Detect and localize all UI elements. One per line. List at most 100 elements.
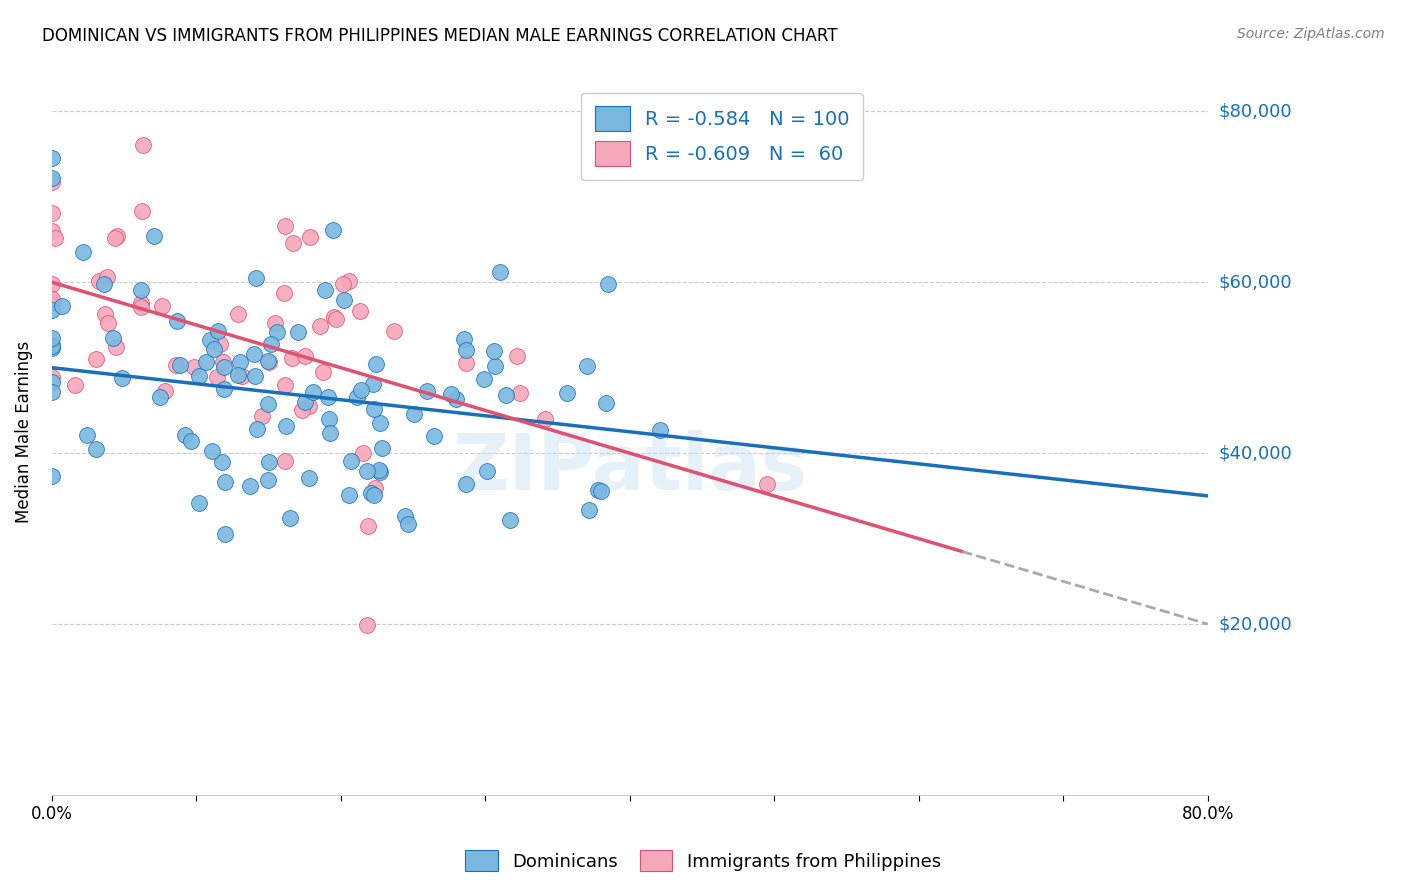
Point (129, 300, 152, 314)
Point (208, 336, 231, 351)
Point (93, 277, 115, 292)
Point (41, 370, 63, 384)
Point (166, 314, 188, 328)
Point (576, 359, 599, 374)
Point (366, 357, 388, 371)
Point (333, 293, 356, 307)
Point (509, 386, 531, 401)
Point (76, 427, 98, 442)
Point (322, 310, 344, 325)
Legend: Dominicans, Immigrants from Philippines: Dominicans, Immigrants from Philippines (458, 843, 948, 879)
Point (273, 286, 295, 301)
Point (150, 299, 173, 313)
Point (41, 292, 63, 306)
Point (489, 264, 512, 278)
Point (368, 416, 391, 430)
Point (756, 476, 779, 491)
Point (201, 443, 224, 458)
Point (41, 331, 63, 345)
Point (245, 271, 267, 285)
Point (311, 365, 333, 379)
Point (41, 171, 63, 186)
Point (129, 283, 152, 297)
Point (337, 488, 360, 502)
Point (166, 358, 188, 372)
Point (363, 488, 385, 502)
Point (416, 384, 439, 399)
Point (41, 302, 63, 317)
Point (456, 343, 478, 357)
Point (346, 390, 368, 404)
Text: ZIPatlas: ZIPatlas (453, 430, 807, 506)
Point (280, 351, 302, 365)
Point (298, 229, 321, 244)
Point (364, 481, 387, 495)
Point (456, 477, 478, 491)
Point (371, 441, 394, 455)
Point (259, 455, 281, 469)
Point (246, 422, 269, 436)
Point (214, 475, 236, 489)
Point (41, 341, 63, 355)
Point (595, 396, 617, 410)
Point (340, 454, 363, 468)
Point (298, 471, 321, 485)
Point (332, 277, 354, 291)
Point (256, 473, 278, 487)
Point (357, 519, 380, 533)
Point (187, 496, 209, 510)
Point (207, 369, 229, 384)
Point (444, 392, 467, 406)
Point (212, 359, 235, 374)
Point (578, 502, 600, 516)
Point (169, 359, 191, 373)
Point (482, 343, 505, 358)
Point (356, 464, 378, 478)
Point (360, 486, 382, 500)
Point (368, 463, 391, 477)
Text: DOMINICAN VS IMMIGRANTS FROM PHILIPPINES MEDIAN MALE EARNINGS CORRELATION CHART: DOMINICAN VS IMMIGRANTS FROM PHILIPPINES… (42, 27, 838, 45)
Point (204, 342, 226, 356)
Point (231, 369, 253, 384)
Point (472, 372, 495, 386)
Point (314, 283, 336, 297)
Point (349, 303, 371, 318)
Point (41, 338, 63, 352)
Point (41, 175, 63, 189)
Point (105, 340, 128, 354)
Point (105, 229, 128, 244)
Text: $40,000: $40,000 (1219, 444, 1292, 462)
Point (252, 409, 274, 423)
Point (263, 316, 285, 330)
Point (325, 312, 347, 326)
Point (41, 468, 63, 483)
Text: $60,000: $60,000 (1219, 273, 1292, 291)
Point (257, 355, 280, 369)
Point (316, 390, 339, 404)
Point (319, 425, 342, 440)
Point (287, 325, 309, 339)
Point (41, 385, 63, 400)
Point (96, 270, 118, 285)
Point (41, 224, 63, 238)
Point (356, 618, 378, 632)
Point (648, 423, 671, 437)
Point (131, 138, 153, 153)
Point (211, 454, 233, 468)
Point (453, 332, 475, 346)
Point (318, 412, 340, 426)
Point (337, 273, 360, 287)
Point (598, 277, 620, 292)
Point (131, 203, 153, 218)
Point (475, 464, 498, 478)
Point (298, 399, 321, 413)
Point (41, 376, 63, 390)
Point (242, 346, 264, 360)
Point (87, 274, 110, 288)
Point (188, 369, 211, 384)
Point (110, 371, 132, 385)
Point (41, 277, 63, 291)
Point (439, 387, 461, 401)
Point (454, 355, 477, 369)
Point (352, 446, 374, 460)
